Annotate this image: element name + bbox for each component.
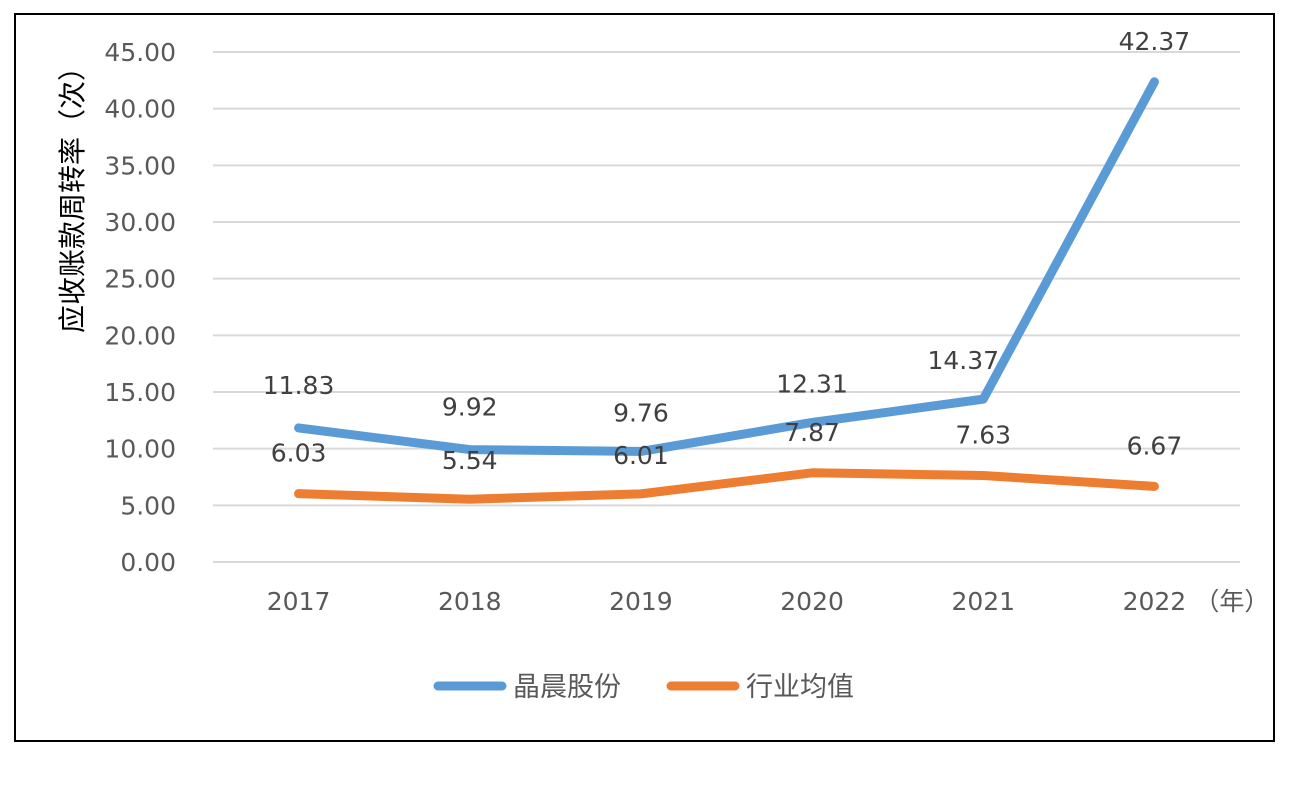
data-label: 6.01 bbox=[613, 441, 669, 470]
series-line-1 bbox=[294, 77, 1159, 456]
legend: 晶晨股份 行业均值 bbox=[433, 672, 854, 703]
y-tick-label: 30.00 bbox=[104, 208, 176, 237]
data-label: 9.92 bbox=[442, 393, 498, 422]
y-tick-label: 15.00 bbox=[104, 378, 176, 407]
legend-label: 晶晨股份 bbox=[513, 672, 621, 703]
series-line-2 bbox=[294, 468, 1159, 504]
legend-label: 行业均值 bbox=[746, 672, 854, 703]
y-tick-label: 20.00 bbox=[104, 321, 176, 350]
data-label: 6.03 bbox=[271, 439, 327, 468]
data-label: 9.76 bbox=[613, 398, 669, 427]
x-tick-label: 2020 bbox=[780, 587, 844, 616]
data-label: 7.87 bbox=[784, 418, 840, 447]
y-tick-label: 40.00 bbox=[104, 95, 176, 124]
data-label: 6.67 bbox=[1127, 431, 1183, 460]
data-label: 5.54 bbox=[442, 446, 498, 475]
data-labels: 11.83 9.92 9.76 12.31 14.37 42.37 6.03 5.54 6.01… bbox=[263, 27, 1190, 475]
y-tick-labels: 0.00 5.00 10.00 15.00 20.00 25.00 30.00 35.00 40… bbox=[104, 38, 176, 577]
x-tick-label: 2018 bbox=[438, 587, 502, 616]
x-tick-labels: 2017 2018 2019 2020 2021 2022 （年） bbox=[267, 587, 1270, 616]
y-tick-label: 10.00 bbox=[104, 435, 176, 464]
x-tick-label: 2021 bbox=[951, 587, 1015, 616]
data-label: 12.31 bbox=[776, 369, 848, 398]
x-tick-label: 2017 bbox=[267, 587, 331, 616]
chart-frame bbox=[14, 13, 1275, 742]
data-label: 42.37 bbox=[1119, 27, 1191, 56]
y-axis-label: 应收账款周转率（次） bbox=[56, 53, 89, 333]
data-label: 11.83 bbox=[263, 371, 335, 400]
y-tick-label: 25.00 bbox=[104, 265, 176, 294]
y-tick-label: 5.00 bbox=[120, 491, 176, 520]
data-label: 7.63 bbox=[955, 421, 1011, 450]
data-label: 14.37 bbox=[927, 346, 999, 375]
series-lines bbox=[294, 77, 1159, 504]
x-axis-unit-label: （年） bbox=[1194, 587, 1269, 616]
x-tick-label: 2019 bbox=[609, 587, 673, 616]
gridlines bbox=[213, 51, 1240, 563]
y-tick-label: 0.00 bbox=[120, 548, 176, 577]
y-tick-label: 45.00 bbox=[104, 38, 176, 67]
y-tick-label: 35.00 bbox=[104, 151, 176, 180]
x-tick-label: 2022 bbox=[1123, 587, 1187, 616]
